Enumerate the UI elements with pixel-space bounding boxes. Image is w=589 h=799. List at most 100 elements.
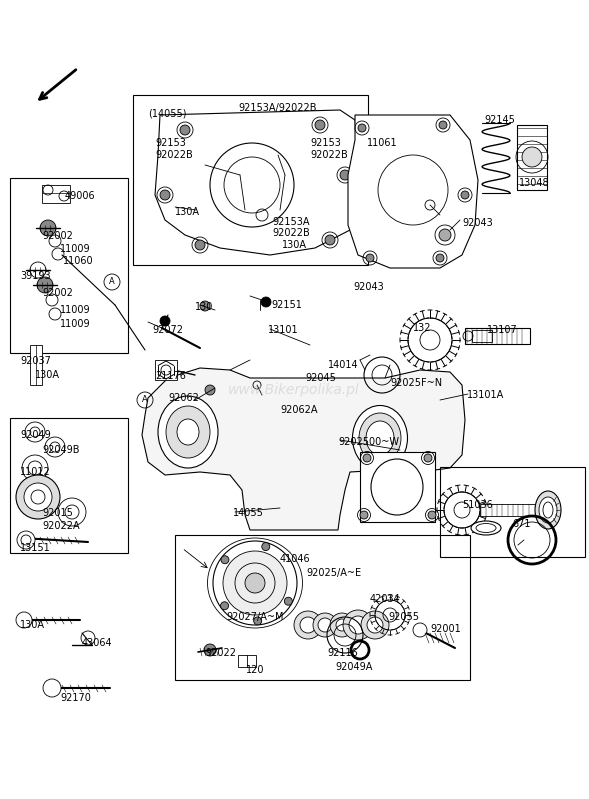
Text: 92022B: 92022B <box>272 228 310 238</box>
Ellipse shape <box>177 419 199 445</box>
Text: 51036: 51036 <box>462 500 493 510</box>
Circle shape <box>330 613 354 637</box>
Text: 21176: 21176 <box>155 371 186 381</box>
Bar <box>133 95 368 265</box>
Circle shape <box>37 277 53 293</box>
Circle shape <box>261 297 271 307</box>
Circle shape <box>366 254 374 262</box>
Text: 130: 130 <box>195 302 213 312</box>
Bar <box>42 185 70 203</box>
Text: 92022A: 92022A <box>42 521 80 531</box>
Circle shape <box>360 511 368 519</box>
Circle shape <box>428 511 436 519</box>
Circle shape <box>262 543 270 551</box>
Circle shape <box>210 143 294 227</box>
Text: 92153A/92022B: 92153A/92022B <box>238 103 316 113</box>
Circle shape <box>24 483 52 511</box>
Text: www.Bikerpolika.pl: www.Bikerpolika.pl <box>228 383 360 397</box>
Circle shape <box>205 385 215 395</box>
Text: 92002: 92002 <box>42 231 73 241</box>
Circle shape <box>318 618 332 632</box>
Text: 130A: 130A <box>175 207 200 217</box>
Circle shape <box>300 617 316 633</box>
Circle shape <box>413 623 427 637</box>
Circle shape <box>160 316 170 326</box>
Text: 92116: 92116 <box>327 648 358 658</box>
Bar <box>440 467 585 557</box>
Circle shape <box>220 602 229 610</box>
Text: 11009: 11009 <box>60 319 91 329</box>
Circle shape <box>439 229 451 241</box>
Circle shape <box>424 454 432 462</box>
Text: A: A <box>142 396 148 404</box>
Circle shape <box>363 454 371 462</box>
Bar <box>472 330 492 342</box>
Circle shape <box>461 191 469 199</box>
Text: 120: 120 <box>246 665 264 675</box>
Text: 13048: 13048 <box>519 178 550 188</box>
Text: 92025/A~E: 92025/A~E <box>306 568 361 578</box>
Text: 14014: 14014 <box>328 360 359 370</box>
Polygon shape <box>348 115 478 268</box>
Circle shape <box>254 617 262 625</box>
Text: 11009: 11009 <box>60 244 91 254</box>
Text: 92049: 92049 <box>20 430 51 440</box>
Text: 92037: 92037 <box>20 356 51 366</box>
Circle shape <box>284 597 292 605</box>
Circle shape <box>294 611 322 639</box>
Text: 11061: 11061 <box>367 138 398 148</box>
Text: 130A: 130A <box>20 620 45 630</box>
Text: 132: 132 <box>413 323 432 333</box>
Text: 92022B: 92022B <box>310 150 348 160</box>
Bar <box>10 178 128 353</box>
Circle shape <box>221 556 229 564</box>
Bar <box>238 655 256 667</box>
Text: 92062: 92062 <box>168 393 199 403</box>
Text: 671: 671 <box>512 519 531 529</box>
Text: 92153A: 92153A <box>272 217 309 227</box>
Circle shape <box>439 121 447 129</box>
Ellipse shape <box>366 421 394 455</box>
Text: 92015: 92015 <box>42 508 73 518</box>
Text: 92151: 92151 <box>271 300 302 310</box>
Text: 13151: 13151 <box>20 543 51 553</box>
Text: 92022B: 92022B <box>155 150 193 160</box>
Text: 9202500~W: 9202500~W <box>338 437 399 447</box>
Circle shape <box>340 170 350 180</box>
Text: 92049B: 92049B <box>42 445 80 455</box>
Circle shape <box>43 679 61 697</box>
Circle shape <box>367 617 383 633</box>
Text: 13101: 13101 <box>268 325 299 335</box>
Text: 13101A: 13101A <box>467 390 504 400</box>
Text: 49006: 49006 <box>65 191 95 201</box>
Circle shape <box>213 541 297 625</box>
Circle shape <box>358 124 366 132</box>
Circle shape <box>349 616 367 634</box>
Bar <box>360 452 435 522</box>
Circle shape <box>361 611 389 639</box>
Text: 92045: 92045 <box>305 373 336 383</box>
Bar <box>10 418 128 553</box>
Text: 41046: 41046 <box>280 554 310 564</box>
Text: 92170: 92170 <box>60 693 91 703</box>
Circle shape <box>40 220 56 236</box>
Circle shape <box>336 619 348 631</box>
Text: 92055: 92055 <box>388 612 419 622</box>
Circle shape <box>195 240 205 250</box>
Text: 11060: 11060 <box>63 256 94 266</box>
Circle shape <box>17 531 35 549</box>
Text: 92049A: 92049A <box>335 662 372 672</box>
Text: 92043: 92043 <box>462 218 493 228</box>
Circle shape <box>315 120 325 130</box>
Polygon shape <box>155 110 360 255</box>
Bar <box>465 328 530 344</box>
Text: 92153: 92153 <box>155 138 186 148</box>
Text: (14055): (14055) <box>148 108 187 118</box>
Text: 92062A: 92062A <box>280 405 317 415</box>
Text: 92022: 92022 <box>205 648 236 658</box>
Text: 14055: 14055 <box>233 508 264 518</box>
Ellipse shape <box>158 396 218 468</box>
Circle shape <box>200 301 210 311</box>
Circle shape <box>522 147 542 167</box>
Circle shape <box>313 613 337 637</box>
